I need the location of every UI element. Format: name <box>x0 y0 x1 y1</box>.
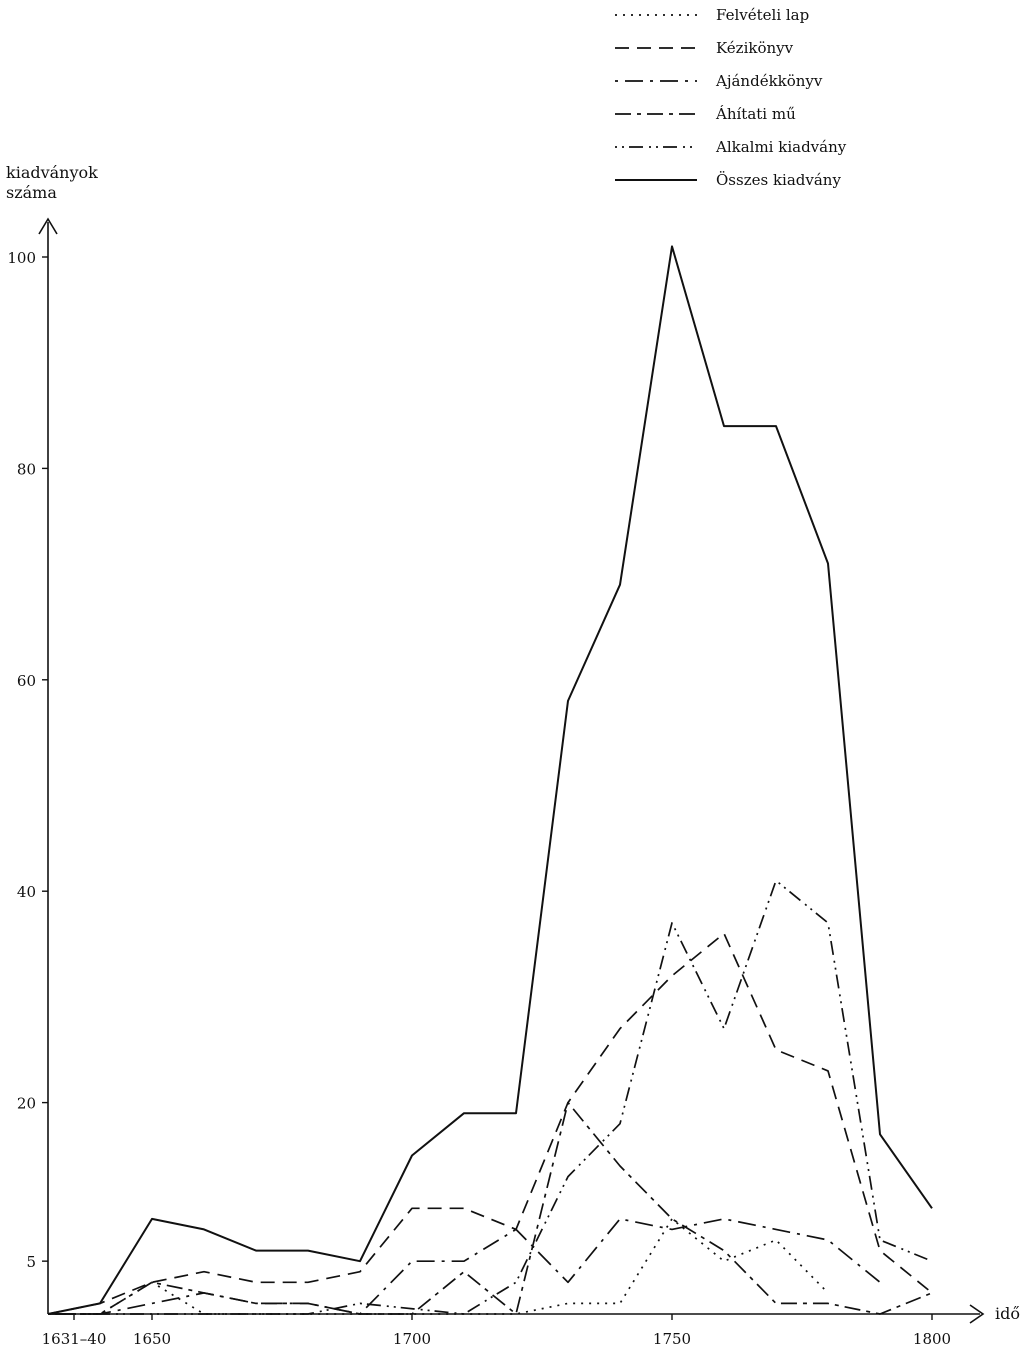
x-axis-title: idő <box>995 1304 1020 1323</box>
legend-label-6: Összes kiadvány <box>716 171 841 189</box>
x-tick-label: 1650 <box>133 1330 171 1348</box>
x-axis-arrow <box>969 1304 985 1324</box>
y-tick-label: 20 <box>17 1095 36 1113</box>
series-line-1 <box>48 1218 829 1315</box>
x-tick-label: 1631–40 <box>42 1330 107 1348</box>
y-tick-label: 80 <box>17 460 36 478</box>
x-tick-label: 1750 <box>653 1330 691 1348</box>
series-line-2 <box>47 932 933 1315</box>
x-tick-label: 1700 <box>393 1330 431 1348</box>
y-tick-label: 60 <box>17 672 36 690</box>
legend-label-3: Ajándékkönyv <box>715 72 823 90</box>
legend-label-1: Felvételi lap <box>716 6 809 24</box>
y-tick-label: 100 <box>7 249 36 267</box>
series-line-3 <box>48 1218 881 1315</box>
series-line-6 <box>47 245 933 1315</box>
legend-label-4: Áhítati mű <box>715 105 796 123</box>
y-axis-title: kiadványok száma <box>6 163 98 203</box>
legend-label-5: Alkalmi kiadvány <box>715 138 847 156</box>
legend-label-2: Kézikönyv <box>716 39 794 57</box>
y-axis-title-line1: kiadványok <box>6 163 98 182</box>
y-axis-arrow <box>38 217 58 235</box>
series-line-4 <box>48 1101 933 1315</box>
y-axis-title-line2: száma <box>6 183 57 202</box>
series-line-5 <box>48 879 933 1315</box>
x-tick-label: 1800 <box>913 1330 951 1348</box>
y-tick-label: 5 <box>26 1253 36 1271</box>
y-tick-label: 40 <box>17 883 36 901</box>
